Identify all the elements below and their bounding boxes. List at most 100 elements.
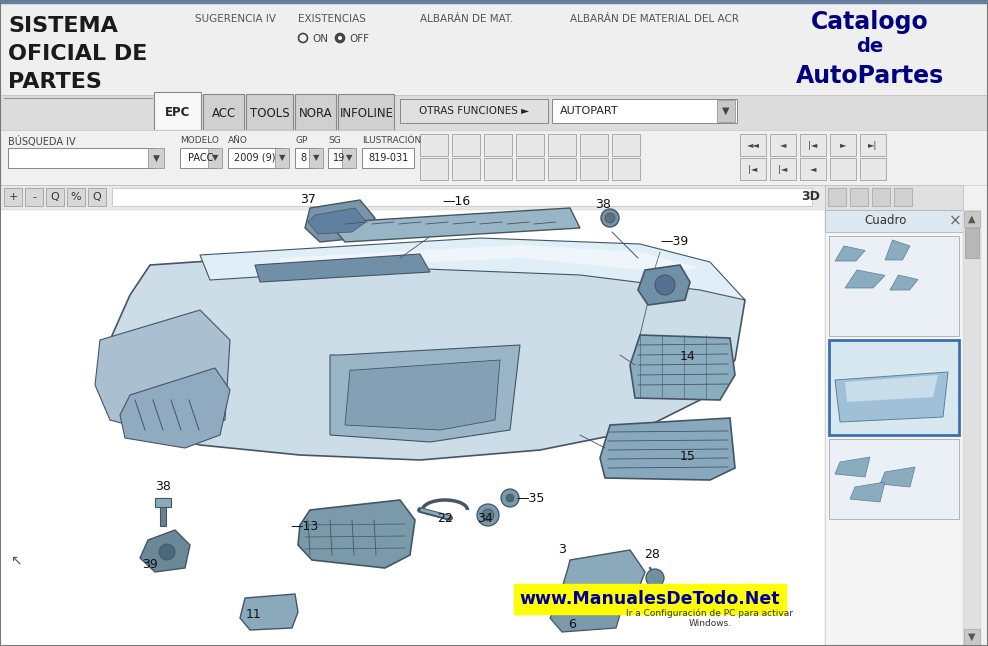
Text: 38: 38: [155, 480, 171, 493]
Text: ALBARÁN DE MAT.: ALBARÁN DE MAT.: [420, 14, 514, 24]
Text: Cuadro: Cuadro: [864, 214, 907, 227]
Text: PACC: PACC: [188, 153, 213, 163]
Bar: [484, 134, 512, 156]
Polygon shape: [835, 372, 948, 422]
Bar: [548, 158, 576, 180]
Text: MODELO: MODELO: [180, 136, 219, 145]
Text: ILUSTRACIÓN: ILUSTRACIÓN: [362, 136, 421, 145]
Bar: [452, 134, 480, 156]
Text: 11: 11: [246, 608, 262, 621]
Polygon shape: [890, 275, 918, 290]
Bar: [25, 188, 43, 206]
Text: ◄: ◄: [780, 140, 786, 149]
Bar: [872, 188, 890, 206]
Text: -: -: [32, 192, 36, 202]
Bar: [46, 188, 64, 206]
Bar: [829, 340, 959, 435]
Bar: [965, 228, 979, 258]
Bar: [828, 188, 846, 206]
Text: Ir a Configuración de PC para activar
Windows.: Ir a Configuración de PC para activar Wi…: [626, 608, 793, 628]
Text: 19: 19: [333, 153, 345, 163]
Text: |◄: |◄: [808, 140, 818, 149]
Polygon shape: [835, 246, 865, 261]
Bar: [825, 210, 963, 232]
Bar: [963, 210, 981, 646]
Text: 22: 22: [437, 512, 453, 525]
Bar: [88, 188, 106, 206]
Text: ▼: ▼: [346, 154, 353, 163]
Text: ACC: ACC: [211, 107, 236, 120]
Bar: [740, 134, 766, 156]
Bar: [825, 185, 963, 210]
Text: |◄: |◄: [748, 165, 758, 174]
Bar: [295, 148, 317, 168]
Bar: [0, 95, 988, 130]
Bar: [860, 134, 886, 156]
Text: ↖: ↖: [10, 553, 22, 567]
Text: ▼: ▼: [279, 154, 286, 163]
Text: GP: GP: [295, 136, 307, 145]
Bar: [112, 188, 812, 206]
Text: 819-031: 819-031: [368, 153, 408, 163]
Bar: [964, 211, 980, 227]
Bar: [0, 0, 988, 4]
FancyBboxPatch shape: [295, 94, 337, 130]
Text: ▲: ▲: [968, 214, 976, 224]
Polygon shape: [550, 590, 622, 632]
Bar: [0, 185, 825, 210]
Circle shape: [605, 213, 615, 223]
FancyBboxPatch shape: [339, 94, 394, 130]
Text: OTRAS FUNCIONES ►: OTRAS FUNCIONES ►: [419, 106, 529, 116]
Bar: [770, 134, 796, 156]
Text: PARTES: PARTES: [8, 72, 102, 92]
Bar: [8, 148, 156, 168]
Bar: [160, 498, 166, 526]
Bar: [155, 498, 171, 507]
Circle shape: [506, 494, 514, 502]
Bar: [964, 629, 980, 645]
Polygon shape: [298, 500, 415, 568]
Polygon shape: [240, 594, 298, 630]
Text: —35: —35: [516, 492, 544, 505]
Circle shape: [501, 489, 519, 507]
Bar: [420, 158, 448, 180]
Bar: [275, 148, 289, 168]
Polygon shape: [638, 265, 690, 305]
Text: 8: 8: [300, 153, 306, 163]
Polygon shape: [845, 375, 938, 402]
Bar: [328, 148, 350, 168]
Bar: [452, 158, 480, 180]
Text: 38: 38: [595, 198, 611, 211]
Bar: [580, 134, 608, 156]
Bar: [67, 188, 85, 206]
Text: EXISTENCIAS: EXISTENCIAS: [298, 14, 366, 24]
Text: 14: 14: [680, 350, 696, 363]
Bar: [400, 99, 548, 123]
Text: NORA: NORA: [299, 107, 333, 120]
Text: www.ManualesDeTodo.Net: www.ManualesDeTodo.Net: [520, 590, 781, 608]
Bar: [0, 210, 825, 646]
Bar: [342, 148, 356, 168]
Text: ×: ×: [948, 213, 961, 229]
Text: EPC: EPC: [165, 106, 191, 119]
Bar: [830, 158, 856, 180]
Polygon shape: [200, 238, 745, 300]
Bar: [516, 134, 544, 156]
Circle shape: [482, 509, 494, 521]
Text: 34: 34: [477, 512, 493, 525]
Polygon shape: [885, 240, 910, 260]
Bar: [0, 4, 988, 130]
Text: 39: 39: [142, 558, 158, 571]
Text: SISTEMA: SISTEMA: [8, 16, 118, 36]
Bar: [829, 439, 959, 519]
Text: OFF: OFF: [349, 34, 369, 44]
Polygon shape: [880, 467, 915, 487]
Text: ▼: ▼: [722, 106, 730, 116]
Text: 15: 15: [680, 450, 696, 463]
Text: Q: Q: [50, 192, 59, 202]
Text: TOOLS: TOOLS: [250, 107, 289, 120]
Text: 37: 37: [300, 193, 316, 206]
Polygon shape: [562, 550, 645, 605]
Bar: [850, 188, 868, 206]
Bar: [800, 158, 826, 180]
